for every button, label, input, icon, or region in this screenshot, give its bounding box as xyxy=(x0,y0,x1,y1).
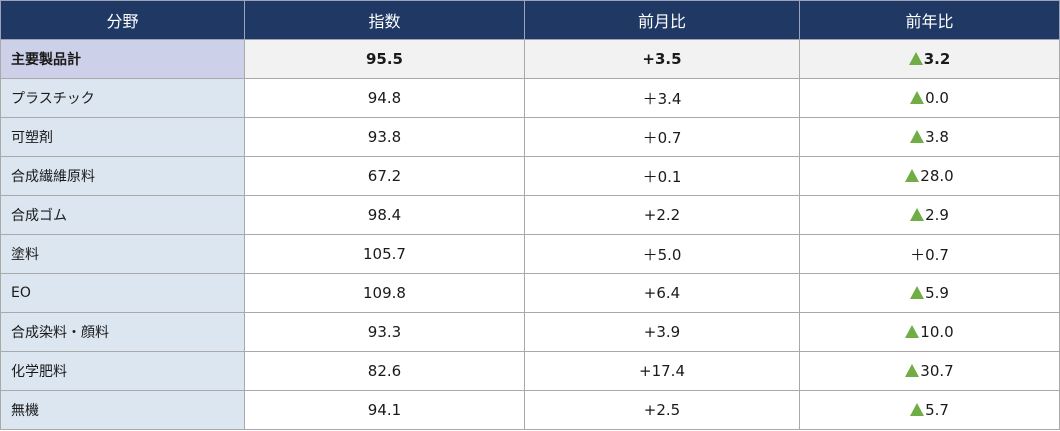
year-over-year-cell: 5.7 xyxy=(799,390,1060,430)
category-cell: 主要製品計 xyxy=(0,39,245,79)
up-triangle-icon xyxy=(910,130,925,143)
category-cell: 無機 xyxy=(0,390,245,430)
up-triangle-icon xyxy=(905,325,920,338)
year-over-year-cell: 0.0 xyxy=(799,78,1060,118)
month-over-month-cell: +3.9 xyxy=(524,312,800,352)
table-row: 合成染料・顔料 93.3 +3.9 10.0 xyxy=(0,312,1060,352)
year-over-year-value: 3.2 xyxy=(923,50,951,68)
table-row: プラスチック 94.8 ＋3.4 0.0 xyxy=(0,78,1060,118)
index-cell: 95.5 xyxy=(244,39,525,79)
month-over-month-cell: ＋0.1 xyxy=(524,156,800,196)
table-row: 合成繊維原料 67.2 ＋0.1 28.0 xyxy=(0,156,1060,196)
year-over-year-cell: 10.0 xyxy=(799,312,1060,352)
month-over-month-cell: +17.4 xyxy=(524,351,800,391)
header-category: 分野 xyxy=(0,0,245,40)
year-over-year-cell: 5.9 xyxy=(799,273,1060,313)
index-cell: 94.8 xyxy=(244,78,525,118)
table-row: 化学肥料 82.6 +17.4 30.7 xyxy=(0,351,1060,391)
year-over-year-value: 5.9 xyxy=(925,284,949,302)
year-over-year-cell: ＋0.7 xyxy=(799,234,1060,274)
index-cell: 93.8 xyxy=(244,117,525,157)
up-triangle-icon xyxy=(905,364,920,377)
month-over-month-cell: +3.5 xyxy=(524,39,800,79)
up-triangle-icon xyxy=(908,52,923,65)
up-triangle-icon xyxy=(910,403,925,416)
year-over-year-value: 5.7 xyxy=(925,401,949,419)
year-over-year-cell: 2.9 xyxy=(799,195,1060,235)
year-over-year-value: 0.0 xyxy=(925,89,949,107)
category-cell: EO xyxy=(0,273,245,313)
index-cell: 98.4 xyxy=(244,195,525,235)
table-row-total: 主要製品計 95.5 +3.5 3.2 xyxy=(0,39,1060,79)
month-over-month-cell: +2.5 xyxy=(524,390,800,430)
year-over-year-cell: 28.0 xyxy=(799,156,1060,196)
category-cell: 合成ゴム xyxy=(0,195,245,235)
category-cell: プラスチック xyxy=(0,78,245,118)
up-triangle-icon xyxy=(905,169,920,182)
table-row: 塗料 105.7 ＋5.0 ＋0.7 xyxy=(0,234,1060,274)
table-row: 可塑剤 93.8 ＋0.7 3.8 xyxy=(0,117,1060,157)
table-row: EO 109.8 +6.4 5.9 xyxy=(0,273,1060,313)
table-header: 分野 指数 前月比 前年比 xyxy=(0,0,1060,40)
index-cell: 82.6 xyxy=(244,351,525,391)
index-cell: 67.2 xyxy=(244,156,525,196)
month-over-month-cell: +6.4 xyxy=(524,273,800,313)
header-month-over-month: 前月比 xyxy=(524,0,800,40)
year-over-year-cell: 3.2 xyxy=(799,39,1060,79)
year-over-year-value: 2.9 xyxy=(925,206,949,224)
header-row: 分野 指数 前月比 前年比 xyxy=(0,0,1060,40)
year-over-year-value: 3.8 xyxy=(925,128,949,146)
month-over-month-cell: ＋3.4 xyxy=(524,78,800,118)
category-cell: 合成染料・顔料 xyxy=(0,312,245,352)
header-index: 指数 xyxy=(244,0,525,40)
up-triangle-icon xyxy=(910,286,925,299)
category-cell: 化学肥料 xyxy=(0,351,245,391)
table-body: 主要製品計 95.5 +3.5 3.2 プラスチック 94.8 ＋3.4 0.0 可塑剤 93.8… xyxy=(0,39,1060,430)
year-over-year-value: 30.7 xyxy=(920,362,954,380)
month-over-month-cell: ＋5.0 xyxy=(524,234,800,274)
index-cell: 109.8 xyxy=(244,273,525,313)
category-cell: 合成繊維原料 xyxy=(0,156,245,196)
year-over-year-value: 28.0 xyxy=(920,167,954,185)
index-cell: 94.1 xyxy=(244,390,525,430)
year-over-year-value: 10.0 xyxy=(920,323,954,341)
month-over-month-cell: +2.2 xyxy=(524,195,800,235)
index-cell: 105.7 xyxy=(244,234,525,274)
table-row: 無機 94.1 +2.5 5.7 xyxy=(0,390,1060,430)
category-cell: 可塑剤 xyxy=(0,117,245,157)
header-year-over-year: 前年比 xyxy=(799,0,1060,40)
year-over-year-cell: 30.7 xyxy=(799,351,1060,391)
year-over-year-cell: 3.8 xyxy=(799,117,1060,157)
index-cell: 93.3 xyxy=(244,312,525,352)
up-triangle-icon xyxy=(910,208,925,221)
up-triangle-icon xyxy=(910,91,925,104)
category-cell: 塗料 xyxy=(0,234,245,274)
year-over-year-value: ＋0.7 xyxy=(910,245,949,264)
month-over-month-cell: ＋0.7 xyxy=(524,117,800,157)
table-row: 合成ゴム 98.4 +2.2 2.9 xyxy=(0,195,1060,235)
